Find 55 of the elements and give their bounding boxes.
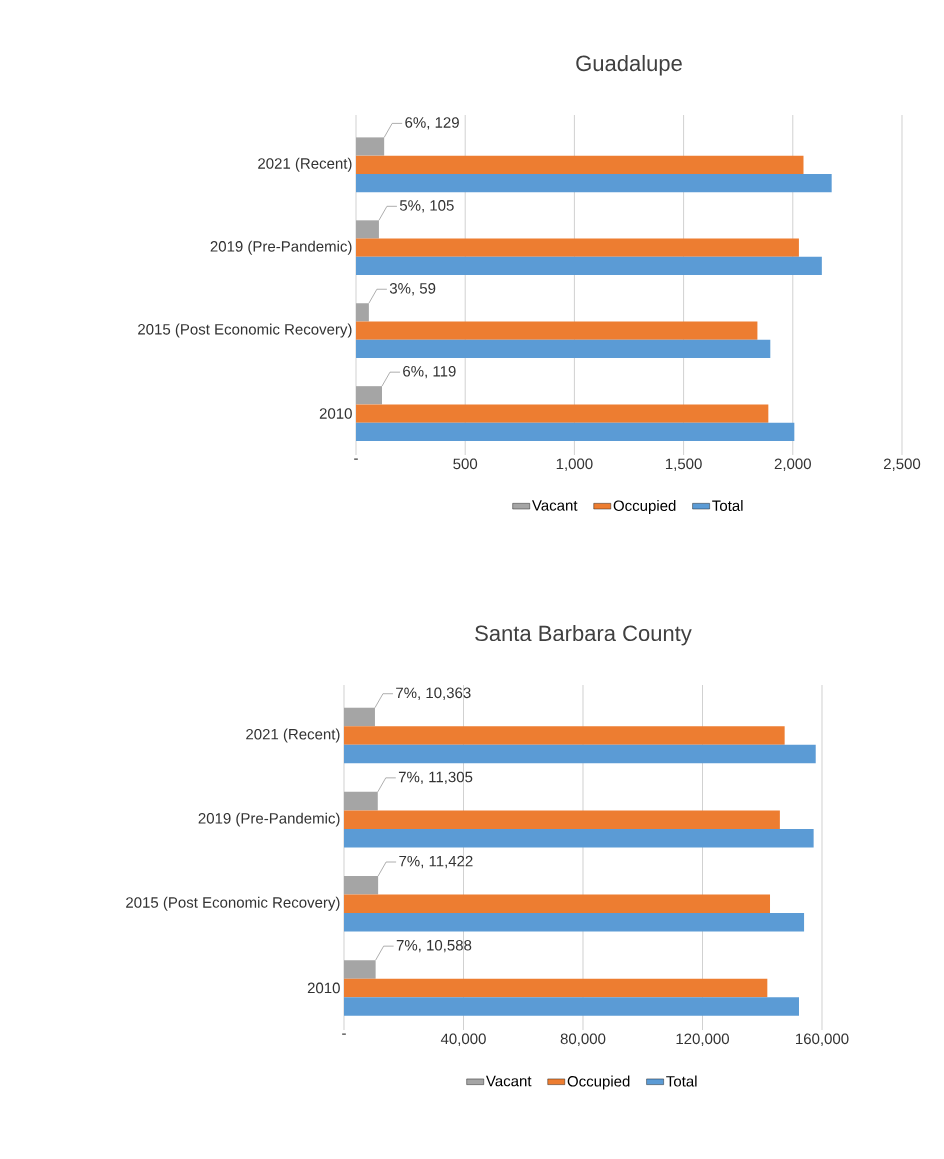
x-tick-label: 2,500 bbox=[883, 458, 921, 471]
y-tick-label: 2021 (Recent) bbox=[258, 157, 352, 172]
y-tick-label: 2015 (Post Economic Recovery) bbox=[138, 323, 352, 338]
data-label: 7%, 11,305 bbox=[398, 771, 473, 785]
bar bbox=[356, 404, 769, 423]
bar bbox=[344, 707, 375, 727]
bar bbox=[344, 810, 780, 829]
bar bbox=[356, 155, 804, 174]
y-tick-label: 2015 (Post Economic Recovery) bbox=[126, 896, 340, 911]
y-tick-label: 2019 (Pre-Pandemic) bbox=[198, 812, 340, 827]
bar bbox=[344, 726, 785, 745]
data-label: 3%, 59 bbox=[389, 283, 436, 296]
bar bbox=[356, 422, 795, 441]
bar bbox=[344, 894, 771, 914]
x-tick-label: - bbox=[342, 1033, 346, 1035]
bar bbox=[344, 913, 805, 932]
legend-label: Occupied bbox=[613, 500, 676, 514]
bar bbox=[356, 321, 758, 340]
bar bbox=[344, 744, 816, 764]
x-tick-label: 1,500 bbox=[665, 458, 702, 471]
chart-title: Santa Barbara County bbox=[475, 624, 692, 646]
bar bbox=[356, 339, 771, 358]
legend-label: Total bbox=[712, 500, 743, 512]
chart-title: Guadalupe bbox=[576, 54, 682, 76]
bar bbox=[344, 876, 379, 895]
bar bbox=[356, 256, 822, 276]
bar bbox=[356, 303, 369, 322]
data-label: 6%, 129 bbox=[405, 117, 459, 130]
y-tick-label: 2010 bbox=[307, 982, 340, 994]
legend-label: Total bbox=[666, 1075, 697, 1087]
x-tick-label: 2,000 bbox=[774, 458, 811, 471]
x-tick-label: 40,000 bbox=[440, 1033, 486, 1046]
data-label: 6%, 119 bbox=[403, 365, 456, 379]
y-tick-label: 2019 (Pre-Pandemic) bbox=[210, 240, 352, 255]
bar bbox=[344, 828, 814, 848]
legend-label: Vacant bbox=[532, 500, 578, 511]
bar bbox=[344, 978, 768, 998]
x-tick-label: 500 bbox=[453, 458, 478, 470]
data-label: 7%, 10,363 bbox=[396, 687, 471, 700]
x-tick-label: 120,000 bbox=[676, 1033, 729, 1046]
legend-label: Occupied bbox=[567, 1075, 630, 1090]
y-tick-label: 2021 (Recent) bbox=[246, 728, 340, 743]
x-tick-label: 1,000 bbox=[556, 458, 593, 471]
data-label: 7%, 10,588 bbox=[396, 939, 472, 953]
data-label: 7%, 11,422 bbox=[399, 855, 473, 869]
bar bbox=[356, 173, 832, 193]
x-tick-label: 80,000 bbox=[560, 1033, 606, 1046]
x-tick-label: - bbox=[354, 458, 358, 460]
bar bbox=[356, 386, 382, 405]
legend-label: Vacant bbox=[486, 1075, 532, 1087]
y-tick-label: 2010 bbox=[319, 408, 352, 419]
bar bbox=[356, 238, 799, 257]
data-label: 5%, 105 bbox=[399, 200, 454, 213]
bar bbox=[344, 997, 799, 1016]
x-tick-label: 160,000 bbox=[796, 1033, 849, 1046]
